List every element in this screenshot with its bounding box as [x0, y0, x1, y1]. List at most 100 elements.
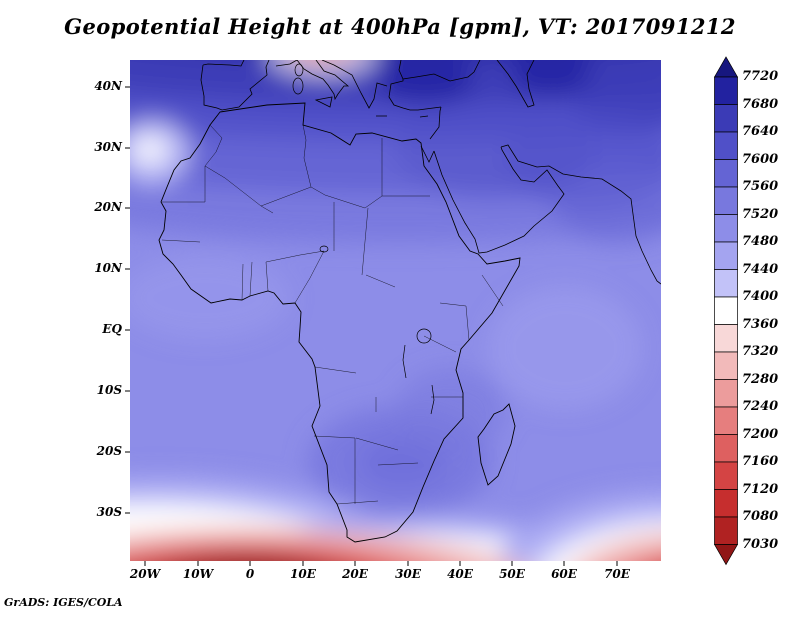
colorbar-tick-label: 7520 [742, 206, 779, 222]
colorbar-tick-label: 7600 [742, 151, 779, 167]
southern-africa-borders [313, 366, 419, 505]
colorbar-tick-label: 7400 [742, 289, 779, 304]
lon-tick-label: 70E [604, 567, 630, 581]
field-region [512, 60, 592, 98]
axis-ticks [125, 86, 618, 566]
lon-tick-label: 20E [342, 567, 368, 581]
north-africa-borders [162, 124, 430, 276]
field-region [578, 533, 661, 561]
lon-tick-label: 10E [290, 567, 316, 581]
colorbar-segment [714, 379, 738, 408]
field-region [397, 368, 507, 452]
anatolia-blacksea-coastline [388, 60, 481, 111]
colorbar-segment [714, 241, 738, 270]
field-region [357, 437, 447, 489]
west-africa-borders [161, 239, 396, 304]
field-region [377, 60, 473, 106]
field-region [201, 556, 293, 561]
field-region [395, 100, 595, 200]
colorbar-tick-label: 7560 [742, 179, 779, 194]
caspian-coastline [496, 60, 535, 108]
lat-tick-label: 30S [96, 505, 122, 519]
africa-coastline [158, 102, 521, 543]
lat-tick-label: 10S [96, 383, 122, 397]
field-region [656, 559, 661, 561]
field-region [487, 286, 643, 410]
colorbar-segment [713, 544, 739, 566]
colorbar-segment [714, 324, 738, 353]
field-region [130, 256, 290, 340]
east-africa-borders [423, 274, 504, 398]
colorbar-segment [713, 56, 739, 78]
lake-victoria-outline [416, 328, 432, 344]
colorbar-segment [714, 159, 738, 188]
lake-malawi-outline [430, 384, 435, 415]
lon-tick-label: 20W [129, 567, 161, 581]
lat-tick-label: 30N [94, 140, 122, 154]
colorbar-segment [714, 516, 738, 545]
colorbar-tick-label: 7080 [742, 509, 779, 524]
field-region [15, 0, 800, 60]
colorbar-segment [714, 461, 738, 490]
field-region [296, 60, 348, 64]
lake-tanganyika-outline [402, 344, 407, 379]
colorbar-segment [714, 104, 738, 133]
colorbar-tick-label: 7030 [742, 536, 779, 552]
italy-coastline [275, 60, 350, 108]
colorbar-tick-label: 7320 [742, 344, 779, 359]
field-region [620, 550, 661, 561]
field-region [265, 60, 379, 78]
colorbar-segment [714, 296, 738, 325]
colorbar-tick-label: 7120 [742, 481, 779, 497]
lon-tick-label: 0 [245, 567, 255, 581]
colorbar-tick-label: 7640 [742, 124, 779, 139]
field-region [176, 555, 310, 561]
lat-tick-label: 20N [94, 200, 122, 214]
sinai-levant-coastline [420, 106, 442, 163]
lakes-layer [319, 245, 435, 415]
colorbar-tick-label: 7160 [742, 454, 779, 469]
coastlines-layer [158, 60, 661, 543]
lat-tick-label: EQ [102, 322, 122, 336]
colorbar-segment [714, 76, 738, 105]
chart-title: Geopotential Height at 400hPa [gpm], VT:… [64, 14, 736, 39]
corsica-coastline [294, 63, 304, 77]
lon-tick-label: 40E [447, 567, 473, 581]
madagascar-coastline [477, 403, 516, 486]
colorbar-segment [714, 131, 738, 160]
colorbar-tick-label: 7480 [742, 234, 779, 249]
lat-tick-label: 20S [96, 444, 122, 458]
colorbar-tick-label: 7240 [742, 399, 779, 414]
colorbar-tick-label: 7440 [742, 261, 779, 277]
arabia-iran-coastline [433, 144, 661, 285]
colorbar-segment [714, 214, 738, 243]
colorbar-segment [714, 186, 738, 215]
grads-credit: GrADS: IGES/COLA [4, 596, 123, 609]
field-region [130, 548, 366, 561]
colorbar-segment [714, 351, 738, 380]
lon-tick-label: 30E [395, 567, 421, 581]
colorbar-segment [714, 406, 738, 435]
lat-tick-label: 10N [94, 261, 122, 275]
colorbar-tick-label: 7680 [742, 96, 779, 112]
lon-tick-label: 50E [499, 567, 525, 581]
lon-tick-label: 60E [551, 567, 577, 581]
colorbar-tick-label: 7720 [742, 69, 779, 84]
colorbar-segment [714, 269, 738, 298]
lon-tick-label: 10W [182, 567, 214, 581]
colorbar-tick-label: 7360 [742, 316, 779, 332]
lat-tick-label: 40N [94, 79, 122, 93]
colorbar-tick-label: 7280 [742, 371, 779, 387]
colorbar-tick-label: 7200 [742, 426, 779, 442]
borders-layer [161, 124, 504, 505]
balkans-greece-coastline [321, 60, 429, 118]
lake-chad-outline [319, 245, 329, 253]
field-region [134, 137, 166, 163]
colorbar-segment [714, 434, 738, 463]
field-region [302, 37, 334, 51]
sardinia-coastline [292, 77, 304, 95]
colorbar [713, 56, 739, 566]
